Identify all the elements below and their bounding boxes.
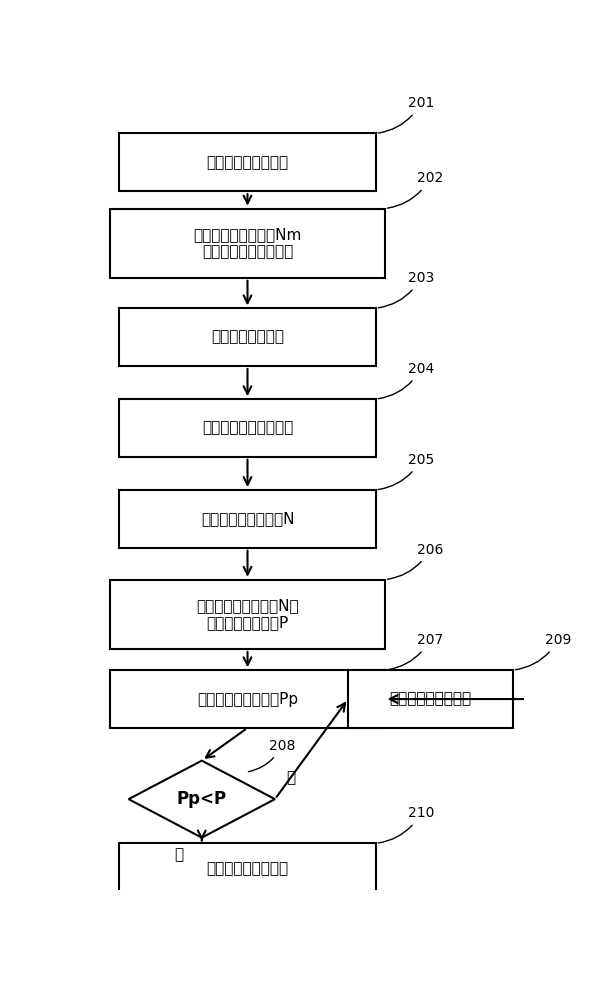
- Bar: [110, 580, 385, 649]
- Bar: [119, 490, 375, 548]
- Text: 209: 209: [516, 633, 571, 670]
- Text: 确定发动机当前转速N下
发动机的输出功率P: 确定发动机当前转速N下 发动机的输出功率P: [196, 598, 299, 631]
- Text: 是: 是: [175, 847, 183, 862]
- Text: 选定发动机最高转速Nm
以及发动机的工作曲线: 选定发动机最高转速Nm 以及发动机的工作曲线: [194, 227, 301, 259]
- Text: 识别发动机当前转速N: 识别发动机当前转速N: [201, 511, 294, 526]
- Text: 201: 201: [378, 96, 434, 133]
- Bar: [119, 308, 375, 366]
- Text: 确定泵变量的控制电流: 确定泵变量的控制电流: [202, 420, 293, 436]
- Text: 203: 203: [378, 271, 434, 308]
- Text: 208: 208: [248, 739, 295, 772]
- Bar: [119, 843, 375, 893]
- Bar: [110, 670, 385, 728]
- Text: 保持泵变量控制电流: 保持泵变量控制电流: [206, 861, 289, 876]
- Text: 207: 207: [388, 633, 443, 670]
- Text: 检测操作手柄状态: 检测操作手柄状态: [211, 330, 284, 345]
- Text: 减小泵变量控制电流: 减小泵变量控制电流: [389, 692, 471, 707]
- Text: 202: 202: [388, 171, 443, 208]
- Text: 206: 206: [388, 543, 443, 579]
- Text: 210: 210: [378, 806, 434, 843]
- Bar: [119, 133, 375, 191]
- Bar: [110, 209, 385, 278]
- Text: 是否设定了工作模式: 是否设定了工作模式: [206, 155, 289, 170]
- Polygon shape: [129, 761, 275, 838]
- Text: 204: 204: [378, 362, 434, 399]
- Text: 205: 205: [378, 453, 434, 490]
- Text: 确定当前泵需求功率Pp: 确定当前泵需求功率Pp: [197, 692, 298, 707]
- Bar: [119, 399, 375, 457]
- Text: Pp<P: Pp<P: [177, 790, 227, 808]
- Bar: [348, 670, 513, 728]
- Text: 否: 否: [286, 770, 296, 785]
